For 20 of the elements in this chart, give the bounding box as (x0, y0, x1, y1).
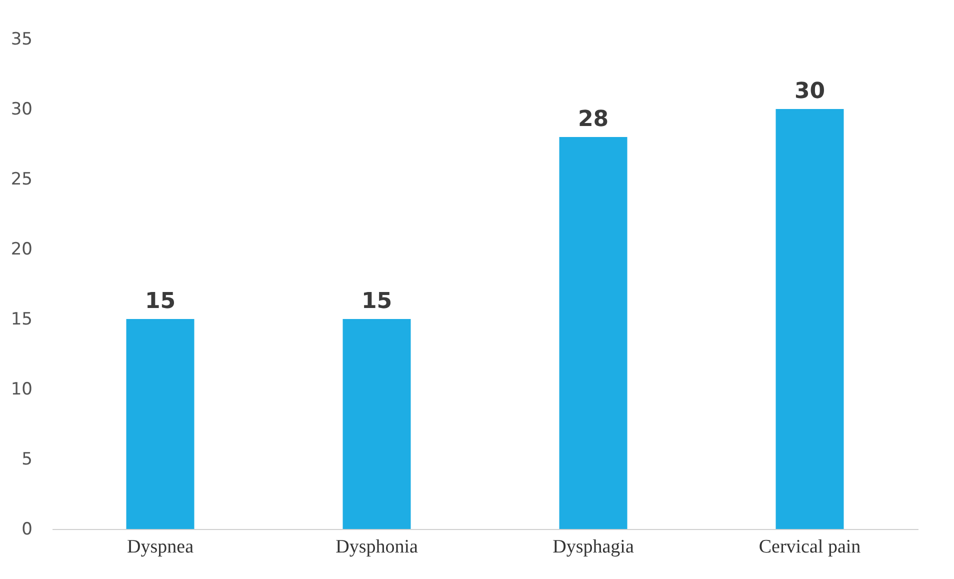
x-tick-label: Dysphonia (336, 536, 418, 558)
y-tick-label: 0 (22, 520, 32, 540)
y-tick-label: 35 (10, 30, 32, 50)
x-tick-label: Dyspnea (127, 536, 194, 558)
y-tick-label: 15 (10, 310, 32, 330)
bar (126, 319, 194, 529)
y-tick-label: 10 (10, 380, 32, 400)
x-tick-label: Cervical pain (758, 536, 862, 558)
y-tick-label: 5 (22, 450, 32, 470)
data-label: 28 (578, 107, 609, 132)
bar (342, 319, 411, 529)
data-label: 30 (794, 79, 826, 104)
y-tick-label: 25 (10, 170, 32, 190)
x-tick-label: Dysphagia (552, 536, 634, 558)
data-label: 15 (361, 289, 392, 314)
data-label: 15 (144, 289, 176, 314)
y-tick-label: 30 (10, 100, 32, 120)
y-tick-label: 20 (10, 240, 32, 260)
bar (776, 109, 844, 529)
bar (559, 137, 628, 529)
